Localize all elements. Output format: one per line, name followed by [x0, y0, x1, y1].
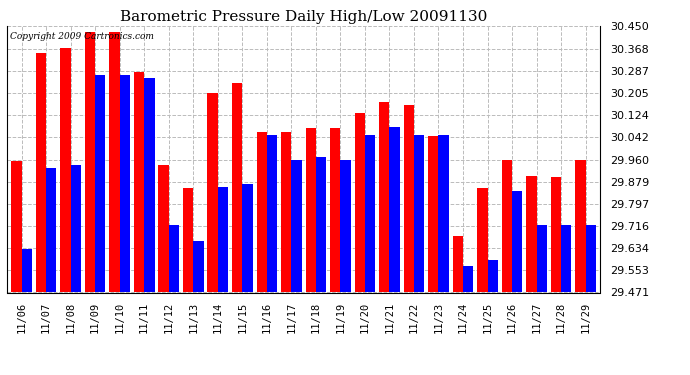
- Bar: [218, 187, 228, 292]
- Bar: [438, 135, 449, 292]
- Bar: [306, 128, 316, 292]
- Bar: [291, 159, 302, 292]
- Text: Copyright 2009 Cartronics.com: Copyright 2009 Cartronics.com: [10, 32, 154, 40]
- Bar: [355, 113, 365, 292]
- Bar: [70, 165, 81, 292]
- Bar: [453, 236, 463, 292]
- Bar: [193, 241, 204, 292]
- Bar: [267, 135, 277, 292]
- Bar: [257, 132, 267, 292]
- Bar: [379, 102, 389, 292]
- Bar: [488, 260, 497, 292]
- Bar: [477, 188, 488, 292]
- Bar: [119, 75, 130, 292]
- Bar: [85, 32, 95, 292]
- Bar: [36, 54, 46, 292]
- Bar: [281, 132, 291, 292]
- Bar: [512, 191, 522, 292]
- Bar: [428, 136, 438, 292]
- Title: Barometric Pressure Daily High/Low 20091130: Barometric Pressure Daily High/Low 20091…: [120, 10, 487, 24]
- Bar: [46, 168, 57, 292]
- Bar: [159, 165, 169, 292]
- Bar: [232, 83, 242, 292]
- Bar: [463, 266, 473, 292]
- Bar: [242, 184, 253, 292]
- Bar: [586, 225, 596, 292]
- Bar: [526, 176, 537, 292]
- Bar: [144, 78, 155, 292]
- Bar: [183, 188, 193, 292]
- Bar: [330, 128, 340, 292]
- Bar: [502, 159, 512, 292]
- Bar: [110, 32, 119, 292]
- Bar: [208, 93, 218, 292]
- Bar: [365, 135, 375, 292]
- Bar: [389, 127, 400, 292]
- Bar: [340, 159, 351, 292]
- Bar: [11, 161, 21, 292]
- Bar: [21, 249, 32, 292]
- Bar: [95, 75, 106, 292]
- Bar: [404, 105, 414, 292]
- Bar: [575, 159, 586, 292]
- Bar: [561, 225, 571, 292]
- Bar: [60, 48, 70, 292]
- Bar: [551, 177, 561, 292]
- Bar: [414, 135, 424, 292]
- Bar: [316, 157, 326, 292]
- Bar: [537, 225, 547, 292]
- Bar: [134, 72, 144, 292]
- Bar: [169, 225, 179, 292]
